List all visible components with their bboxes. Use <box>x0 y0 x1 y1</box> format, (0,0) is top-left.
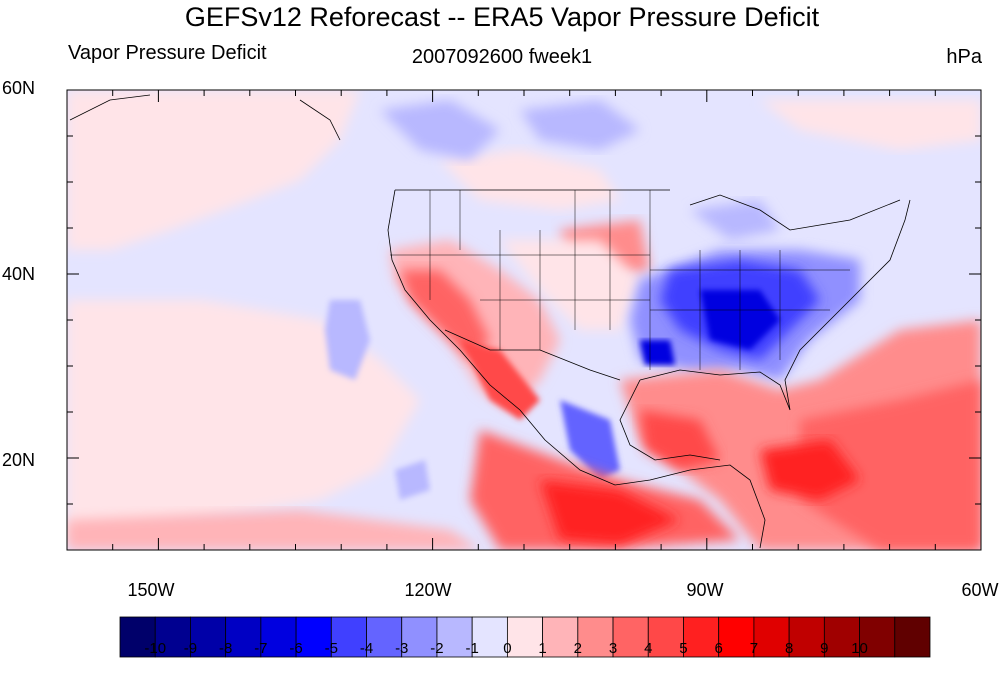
colorbar-swatch <box>788 616 825 658</box>
colorbar-label: 9 <box>820 640 829 657</box>
vpd-field <box>67 90 981 550</box>
lon-label-90w: 90W <box>686 580 724 600</box>
variable-label: Vapor Pressure Deficit <box>68 42 267 64</box>
state-borders <box>390 190 850 370</box>
colorbar-swatch <box>542 616 579 658</box>
colorbar-label: -7 <box>254 640 268 657</box>
colorbar-label: -4 <box>359 640 374 657</box>
colorbar-label: 5 <box>679 640 688 657</box>
colorbar-swatch <box>718 616 755 658</box>
date-label: 2007092600 fweek1 <box>411 46 593 68</box>
lon-label-120w: 120W <box>404 580 452 600</box>
colorbar-swatch <box>859 616 896 658</box>
colorbar-swatch <box>612 616 649 658</box>
colorbar-swatch <box>190 616 227 658</box>
colorbar-swatch <box>471 616 508 658</box>
colorbar-swatch <box>894 616 931 658</box>
colorbar-swatch <box>225 616 262 658</box>
colorbar-swatch <box>647 616 684 658</box>
colorbar-swatch <box>260 616 297 658</box>
colorbar-label: 0 <box>503 640 512 657</box>
coastlines <box>69 94 911 549</box>
colorbar-swatch <box>401 616 438 658</box>
axis-ticks <box>66 89 982 551</box>
colorbar-label: 2 <box>573 640 582 657</box>
colorbar-swatch <box>154 616 191 658</box>
units-label: hPa <box>946 46 982 68</box>
lon-label-60w: 60W <box>961 580 999 600</box>
colorbar-swatch <box>577 616 614 658</box>
colorbar-swatch <box>823 616 860 658</box>
colorbar-label: 1 <box>538 640 547 657</box>
colorbar-swatch <box>295 616 332 658</box>
colorbar-label: -6 <box>289 640 303 657</box>
chart-title: GEFSv12 Reforecast -- ERA5 Vapor Pressur… <box>184 2 820 32</box>
colorbar-label: 4 <box>644 640 653 657</box>
colorbar-swatch <box>506 616 544 658</box>
lat-label-60n: 60N <box>2 78 36 98</box>
colorbar-label: -8 <box>218 640 233 657</box>
colorbar-swatch <box>753 616 790 658</box>
colorbar <box>119 616 931 658</box>
colorbar-label: -1 <box>465 640 479 657</box>
colorbar-swatch <box>683 616 720 658</box>
colorbar-label: 7 <box>749 640 759 657</box>
colorbar-label: -2 <box>430 640 444 657</box>
lat-label-40n: 40N <box>2 264 36 284</box>
lon-label-150w: 150W <box>127 580 175 600</box>
lat-label-20n: 20N <box>2 450 36 470</box>
colorbar-label: -3 <box>395 640 409 657</box>
colorbar-label: -10 <box>144 640 167 657</box>
colorbar-swatch <box>330 616 367 658</box>
colorbar-label: -5 <box>324 640 338 657</box>
colorbar-label: 6 <box>714 640 723 657</box>
colorbar-label: 8 <box>784 640 794 657</box>
colorbar-label: 3 <box>608 640 618 657</box>
colorbar-swatch <box>366 616 403 658</box>
colorbar-label: -9 <box>183 640 198 657</box>
colorbar-label: 10 <box>851 640 868 657</box>
